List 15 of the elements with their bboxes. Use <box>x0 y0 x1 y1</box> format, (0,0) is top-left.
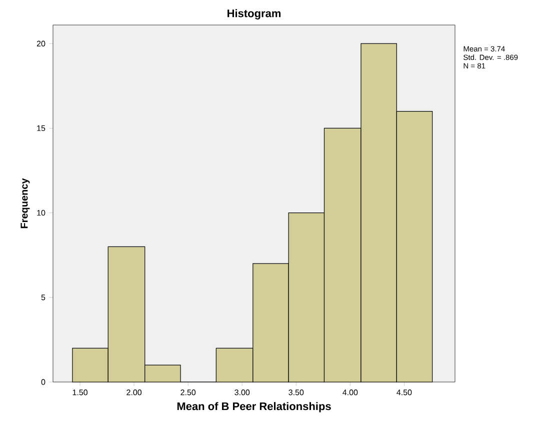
x-axis-title: Mean of B Peer Relationships <box>177 402 331 412</box>
y-tick-label: 15 <box>37 125 46 131</box>
x-tick-label: 2.50 <box>180 390 196 396</box>
y-axis-title: Frequency <box>20 178 30 228</box>
y-tick-label: 0 <box>41 379 46 385</box>
y-tick-label: 5 <box>41 294 46 300</box>
y-tick-label: 10 <box>37 210 46 216</box>
chart-title: Histogram <box>228 9 281 20</box>
x-tick-label: 1.50 <box>72 390 88 396</box>
y-tick-label: 20 <box>36 40 46 46</box>
x-tick-label: 4.00 <box>342 390 358 396</box>
x-tick-label: 3.00 <box>234 390 250 396</box>
x-tick-label: 3.50 <box>288 390 304 396</box>
x-tick-label: 2.00 <box>126 390 142 396</box>
x-tick-label: 4.50 <box>396 390 412 396</box>
